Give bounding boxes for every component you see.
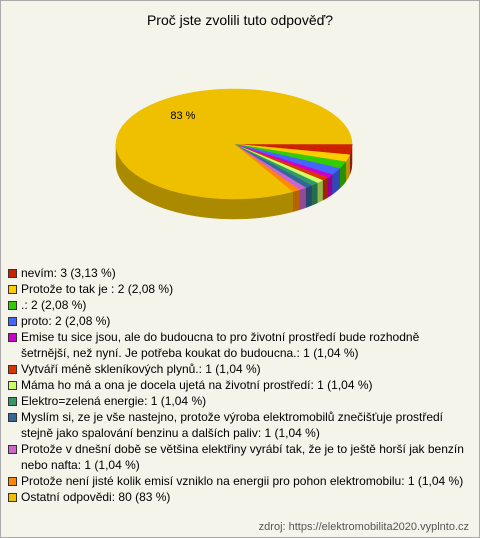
legend-item: Protože v dnešní době se většina elektři… [8, 441, 470, 473]
slice-side [292, 189, 300, 213]
legend-swatch [8, 269, 17, 278]
legend-label: Vytváří méně skleníkových plynů.: 1 (1,0… [21, 362, 261, 376]
slice-side [299, 187, 306, 211]
legend-item: Vytváří méně skleníkových plynů.: 1 (1,0… [8, 361, 470, 377]
slice-side [322, 177, 328, 201]
legend-label: Elektro=zelená energie: 1 (1,04 %) [21, 394, 207, 408]
legend-swatch [8, 285, 17, 294]
slice-side [305, 185, 312, 209]
legend-swatch [8, 301, 17, 310]
legend-item: Protože není jisté kolik emisí vzniklo n… [8, 473, 470, 489]
slice-side [311, 182, 318, 206]
legend-item: Protože to tak je : 2 (2,08 %) [8, 281, 470, 297]
legend-item: Elektro=zelená energie: 1 (1,04 %) [8, 393, 470, 409]
legend-swatch [8, 493, 17, 502]
legend-item: nevím: 3 (3,13 %) [8, 265, 470, 281]
legend-swatch [8, 333, 17, 342]
legend-item: Ostatní odpovědi: 80 (83 %) [8, 489, 470, 505]
legend-swatch [8, 317, 17, 326]
legend-label: Emise tu sice jsou, ale do budoucna to p… [21, 330, 420, 360]
chart-title: Proč jste zvolili tuto odpověď? [147, 12, 333, 28]
slice-side [317, 179, 323, 204]
slice-side [327, 174, 333, 199]
legend-label: Protože to tak je : 2 (2,08 %) [21, 282, 174, 296]
legend-label: Protože není jisté kolik emisí vzniklo n… [21, 474, 464, 488]
chart: Proč jste zvolili tuto odpověď? 83 % [115, 12, 353, 220]
legend-swatch [8, 381, 17, 390]
legend-item: Emise tu sice jsou, ale do budoucna to p… [8, 329, 470, 361]
legend-label: nevím: 3 (3,13 %) [21, 266, 116, 280]
legend-item: Myslím si, ze je vše nastejno, protože v… [8, 409, 470, 441]
legend-item: .: 2 (2,08 %) [8, 297, 470, 313]
data-label: 83 % [170, 110, 195, 122]
legend-label: Protože v dnešní době se většina elektři… [21, 442, 464, 472]
legend-label: .: 2 (2,08 %) [21, 298, 87, 312]
legend-swatch [8, 413, 17, 422]
source: zdroj: https://elektromobilita2020.vypln… [258, 521, 469, 533]
legend-label: Ostatní odpovědi: 80 (83 %) [21, 490, 171, 504]
legend-swatch [8, 365, 17, 374]
legend-item: proto: 2 (2,08 %) [8, 313, 470, 329]
legend-swatch [8, 445, 17, 454]
legend-swatch [8, 397, 17, 406]
slice [115, 88, 353, 200]
legend-label: Myslím si, ze je vše nastejno, protože v… [21, 410, 444, 440]
legend-swatch [8, 477, 17, 486]
legend: nevím: 3 (3,13 %) Protože to tak je : 2 (… [8, 265, 470, 505]
legend-label: proto: 2 (2,08 %) [21, 314, 111, 328]
legend-label: Máma ho má a ona je docela ujetá na živo… [21, 378, 373, 392]
legend-item: Máma ho má a ona je docela ujetá na živo… [8, 377, 470, 393]
